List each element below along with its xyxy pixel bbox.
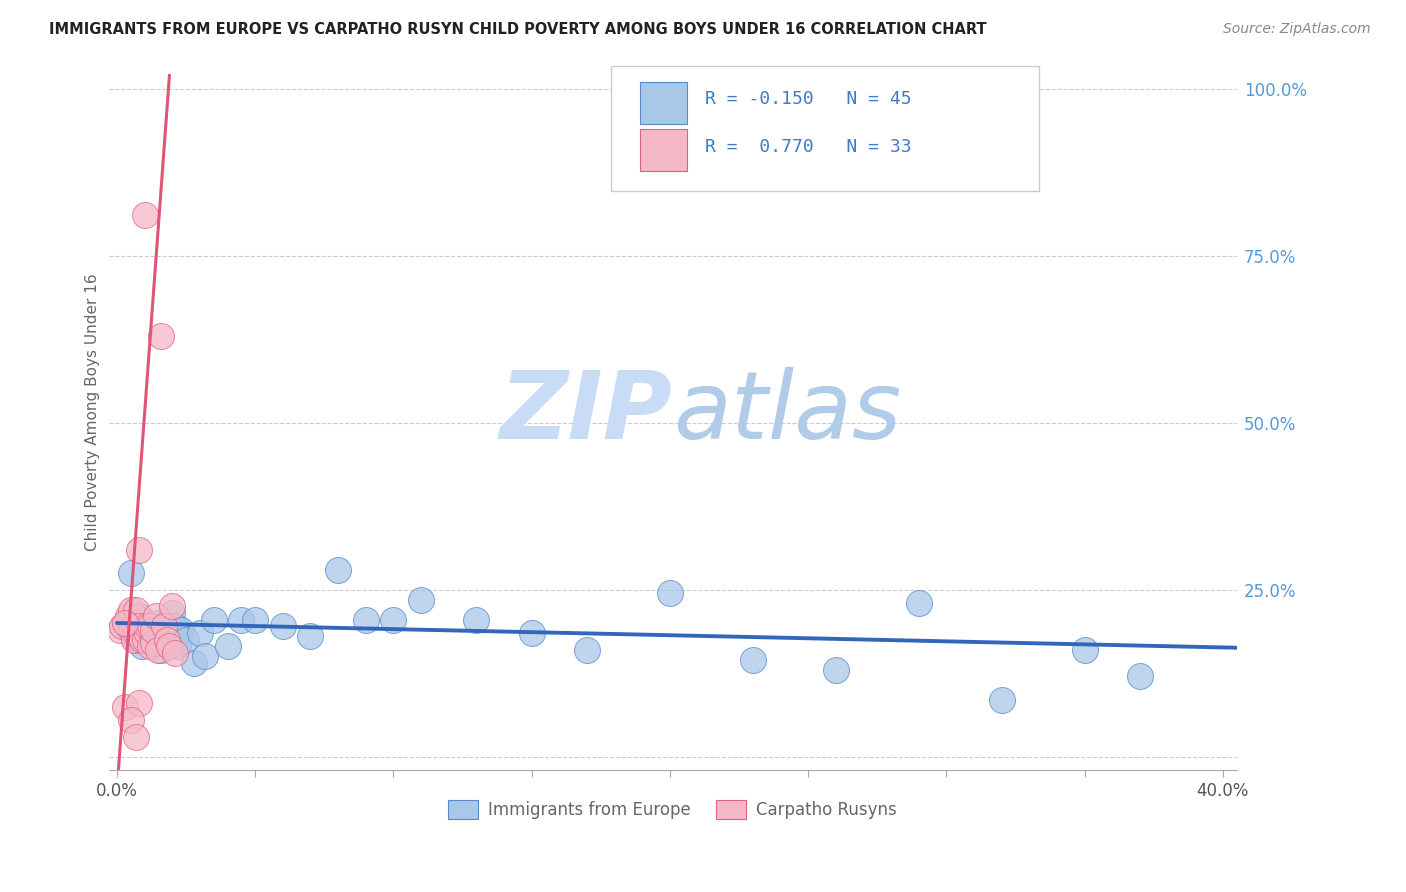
Point xyxy=(136,619,159,633)
Point xyxy=(120,602,142,616)
Point xyxy=(108,623,131,637)
Point xyxy=(128,542,150,557)
Point xyxy=(520,626,543,640)
Point xyxy=(156,632,179,647)
Point xyxy=(907,596,929,610)
Point xyxy=(125,730,148,744)
Point xyxy=(142,623,165,637)
Point xyxy=(125,602,148,616)
Point xyxy=(990,693,1012,707)
Point xyxy=(125,632,148,647)
Point xyxy=(122,632,145,647)
Point xyxy=(741,653,763,667)
Point xyxy=(326,563,349,577)
Point xyxy=(128,609,150,624)
Point xyxy=(142,636,165,650)
Point xyxy=(148,615,170,630)
Point xyxy=(183,656,205,670)
Point xyxy=(156,626,179,640)
Point xyxy=(1129,669,1152,683)
Point xyxy=(465,613,488,627)
Point xyxy=(114,699,136,714)
Point xyxy=(120,623,142,637)
Point xyxy=(231,613,253,627)
Y-axis label: Child Poverty Among Boys Under 16: Child Poverty Among Boys Under 16 xyxy=(86,274,100,551)
Point xyxy=(131,640,153,654)
Point xyxy=(117,609,139,624)
Point xyxy=(658,586,681,600)
Point xyxy=(145,609,167,624)
Point xyxy=(136,619,159,633)
Point xyxy=(159,632,181,647)
Point xyxy=(1073,642,1095,657)
Point xyxy=(114,615,136,630)
Text: ZIP: ZIP xyxy=(499,367,672,458)
Point xyxy=(299,629,322,643)
Point xyxy=(142,626,165,640)
Point xyxy=(114,619,136,633)
Point xyxy=(202,613,225,627)
FancyBboxPatch shape xyxy=(640,129,688,171)
Point xyxy=(131,632,153,647)
FancyBboxPatch shape xyxy=(640,82,688,124)
Point xyxy=(139,632,162,647)
Point xyxy=(122,619,145,633)
Point xyxy=(122,626,145,640)
Point xyxy=(128,696,150,710)
Point xyxy=(163,646,186,660)
FancyBboxPatch shape xyxy=(610,66,1039,191)
Point xyxy=(139,640,162,654)
Point xyxy=(243,613,266,627)
Point xyxy=(134,209,156,223)
Point xyxy=(169,623,191,637)
Legend: Immigrants from Europe, Carpatho Rusyns: Immigrants from Europe, Carpatho Rusyns xyxy=(441,793,904,826)
Point xyxy=(575,642,598,657)
Point xyxy=(120,713,142,727)
Point xyxy=(134,629,156,643)
Point xyxy=(150,328,173,343)
Point xyxy=(188,626,211,640)
Point xyxy=(128,623,150,637)
Point xyxy=(163,619,186,633)
Point xyxy=(134,632,156,647)
Point xyxy=(139,619,162,633)
Point xyxy=(160,599,183,614)
Point xyxy=(174,632,197,647)
Point xyxy=(153,619,176,633)
Text: Source: ZipAtlas.com: Source: ZipAtlas.com xyxy=(1223,22,1371,37)
Point xyxy=(166,640,188,654)
Text: IMMIGRANTS FROM EUROPE VS CARPATHO RUSYN CHILD POVERTY AMONG BOYS UNDER 16 CORRE: IMMIGRANTS FROM EUROPE VS CARPATHO RUSYN… xyxy=(49,22,987,37)
Point xyxy=(148,642,170,657)
Point xyxy=(409,592,432,607)
Point xyxy=(136,626,159,640)
Point xyxy=(382,613,405,627)
Point xyxy=(271,619,294,633)
Point xyxy=(824,663,846,677)
Point xyxy=(153,619,176,633)
Point xyxy=(354,613,377,627)
Point xyxy=(120,566,142,580)
Point xyxy=(160,606,183,620)
Point xyxy=(111,619,134,633)
Point xyxy=(217,640,239,654)
Text: R = -0.150   N = 45: R = -0.150 N = 45 xyxy=(706,90,912,109)
Point xyxy=(128,619,150,633)
Point xyxy=(120,615,142,630)
Point xyxy=(194,649,217,664)
Text: R =  0.770   N = 33: R = 0.770 N = 33 xyxy=(706,137,912,155)
Text: atlas: atlas xyxy=(672,368,901,458)
Point xyxy=(159,640,181,654)
Point xyxy=(150,642,173,657)
Point xyxy=(125,626,148,640)
